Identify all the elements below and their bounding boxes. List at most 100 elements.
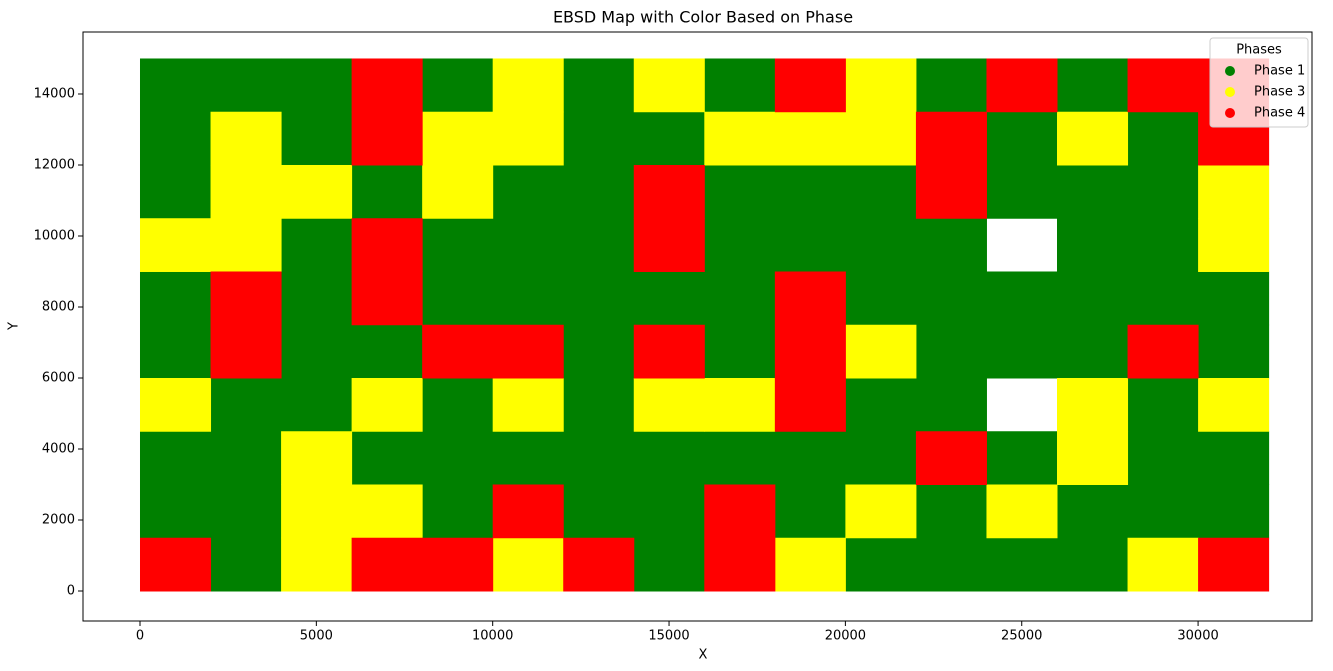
phase-point [633,431,705,485]
phase-point [704,58,776,113]
phase-point [1057,271,1129,326]
y-tick-label: 12000 [34,157,75,172]
phase-point [492,218,564,272]
phase-point [422,377,494,432]
y-tick-label: 14000 [34,86,75,101]
y-tick-label: 2000 [42,512,75,527]
phase-point [1127,537,1199,592]
phase-point [563,271,635,326]
phase-point [845,164,917,219]
phase-point [915,271,987,326]
phase-point [281,324,353,379]
phase-point [492,324,564,379]
phase-point [774,218,846,272]
phase-point [139,537,212,592]
phase-point [986,431,1058,485]
phase-point [563,431,635,485]
phase-point [492,111,564,166]
y-tick-label: 0 [67,584,75,599]
phase-point [351,164,423,219]
phase-point [1057,431,1129,485]
legend-marker [1225,87,1235,97]
phase-point [704,324,776,379]
phase-point [210,431,282,485]
phase-point [351,324,423,379]
phase-point [1127,377,1199,432]
phase-point [281,484,353,539]
phase-point [704,218,776,272]
phase-point [774,377,846,432]
phase-point [1057,164,1129,219]
phase-point [633,164,705,219]
phase-point [1198,324,1270,379]
phase-point [422,537,494,592]
phase-point [845,58,917,113]
phase-point [704,271,776,326]
phase-point [563,58,635,113]
phase-point [422,58,494,113]
phase-point [915,324,987,379]
phase-point [1198,271,1270,326]
phase-point [915,377,987,432]
x-tick-label: 5000 [300,629,333,644]
phase-point [633,218,705,272]
phase-point [492,377,564,432]
phase-point [915,537,987,592]
phase-point [210,58,282,113]
legend-marker [1225,108,1235,118]
phase-point [351,484,423,539]
phase-point [1127,58,1199,113]
phase-point [633,324,705,379]
phase-point [1198,218,1270,272]
phase-point [563,111,635,166]
phase-point [351,218,423,272]
phase-point [774,271,846,326]
phase-point [281,58,353,113]
phase-point [139,431,212,485]
phase-point [845,484,917,539]
phase-point [986,111,1058,166]
legend: Phases Phase 1 Phase 3 Phase 4 [1209,37,1309,128]
phase-point [1198,377,1270,432]
phase-point [1057,218,1129,272]
phase-point [1057,58,1129,113]
phase-point [633,58,705,113]
phase-point [1057,377,1129,432]
phase-point [845,324,917,379]
phase-point [986,484,1058,539]
phase-point [210,484,282,539]
legend-label: Phase 4 [1254,106,1305,121]
axes: 0 5000 10000 15000 20000 25000 30000 0 2000 4000 6… [34,31,1313,644]
phase-point [774,537,846,592]
phase-point [139,58,212,113]
plot-marks [139,58,1270,592]
phase-point [422,164,494,219]
phase-point [845,271,917,326]
phase-point [139,484,212,539]
phase-point [1198,537,1270,592]
phase-point [139,164,212,219]
phase-point [633,377,705,432]
phase-point [704,537,776,592]
y-tick-label: 6000 [42,370,75,385]
phase-point [563,164,635,219]
phase-point [351,58,423,113]
phase-point [845,218,917,272]
phase-point [774,431,846,485]
phase-point [1057,324,1129,379]
legend-label: Phase 1 [1254,64,1305,79]
phase-point [210,271,282,326]
phase-point [281,377,353,432]
phase-point [351,271,423,326]
phase-point [915,164,987,219]
phase-point [1198,164,1270,219]
phase-point [1057,484,1129,539]
phase-point [915,484,987,539]
phase-point [422,431,494,485]
phase-point [351,537,423,592]
phase-point [422,324,494,379]
legend-title: Phases [1236,43,1282,58]
phase-point [492,58,564,113]
